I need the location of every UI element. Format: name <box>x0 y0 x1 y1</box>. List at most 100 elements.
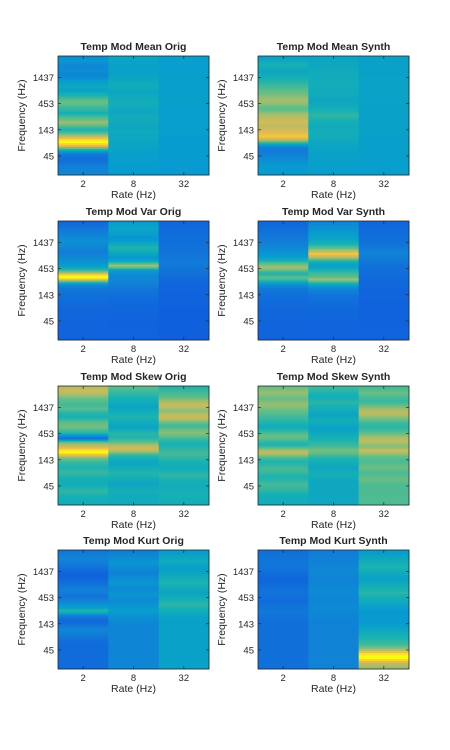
y-tick-label: 1437 <box>233 238 254 249</box>
heatmap-cell <box>108 288 160 291</box>
heatmap-cell <box>308 437 360 440</box>
heatmap-cell <box>358 493 410 496</box>
x-axis-label: Rate (Hz) <box>111 189 156 201</box>
heatmap-cell <box>358 135 410 138</box>
heatmap-cell <box>358 298 410 301</box>
heatmap-cell <box>58 659 109 662</box>
heatmap-cell <box>158 298 210 301</box>
heatmap-cell <box>308 621 360 624</box>
heatmap-cell <box>108 457 160 460</box>
heatmap-cell <box>158 268 210 271</box>
heatmap-cell <box>58 63 109 67</box>
heatmap-cell <box>308 487 360 490</box>
heatmap-cell <box>158 153 210 156</box>
heatmap-cell <box>108 260 160 264</box>
x-tick-label: 8 <box>131 179 136 190</box>
y-tick-label: 45 <box>243 151 254 162</box>
heatmap-cell <box>158 123 210 126</box>
heatmap-cell <box>158 655 210 658</box>
heatmap-cell <box>258 465 309 468</box>
heatmap-cell <box>358 258 410 262</box>
heatmap-cell <box>158 559 210 563</box>
heatmap-cell <box>258 453 309 456</box>
heatmap-cell <box>308 294 360 297</box>
heatmap-cell <box>308 306 360 309</box>
heatmap-cell <box>108 308 160 311</box>
heatmap-cell <box>358 567 410 571</box>
heatmap-cell <box>158 276 210 279</box>
heatmap-cell <box>308 61 360 65</box>
heatmap-cell <box>308 449 360 452</box>
heatmap-cell <box>108 575 160 579</box>
heatmap-cell <box>308 441 360 444</box>
heatmap-cell <box>158 409 210 413</box>
heatmap-cell <box>108 149 160 152</box>
heatmap-cell <box>358 625 410 628</box>
heatmap-panel: Temp Mod Mean Synth 2 8 32 1437 453 143 45 Rate … <box>216 41 410 201</box>
heatmap-cell <box>108 252 160 256</box>
heatmap-cell <box>108 87 160 91</box>
heatmap-cell <box>358 451 410 454</box>
heatmap-cell <box>258 83 309 87</box>
heatmap-cell <box>58 282 109 285</box>
y-axis-label: Frequency (Hz) <box>16 409 28 481</box>
heatmap-cell <box>58 555 109 559</box>
heatmap-cell <box>308 163 360 166</box>
heatmap-cell <box>308 292 360 295</box>
y-tick-label: 453 <box>238 593 254 604</box>
heatmap-cell <box>158 296 210 299</box>
heatmap-cell <box>258 589 309 593</box>
heatmap-cell <box>308 411 360 415</box>
heatmap-cell <box>258 441 309 444</box>
heatmap-cell <box>158 441 210 444</box>
heatmap-cell <box>358 328 410 331</box>
heatmap-cell <box>308 399 360 403</box>
heatmap-cell <box>158 595 210 598</box>
heatmap-cell <box>358 236 410 240</box>
heatmap-cell <box>258 226 309 230</box>
heatmap-cell <box>58 413 109 417</box>
x-tick-label: 8 <box>131 344 136 355</box>
panel-title: Temp Mod Var Synth <box>282 206 385 218</box>
heatmap-cell <box>258 274 309 277</box>
heatmap-cell <box>108 553 160 557</box>
heatmap-cell <box>258 431 309 434</box>
heatmap-cell <box>308 577 360 581</box>
heatmap-cell <box>308 663 360 666</box>
heatmap-cell <box>108 431 160 434</box>
heatmap-cell <box>308 453 360 456</box>
heatmap-cell <box>258 657 309 660</box>
heatmap-cell <box>258 234 309 238</box>
heatmap-cell <box>158 274 210 277</box>
heatmap-cell <box>308 298 360 301</box>
heatmap-cell <box>108 439 160 442</box>
heatmap-cell <box>308 619 360 622</box>
heatmap-cell <box>258 495 309 498</box>
heatmap-cell <box>358 67 410 71</box>
heatmap-cell <box>58 252 109 256</box>
heatmap-cell <box>358 284 410 287</box>
heatmap-cell <box>308 161 360 164</box>
heatmap-cell <box>108 579 160 583</box>
heatmap-cell <box>108 591 160 595</box>
x-axis-label: Rate (Hz) <box>111 519 156 531</box>
heatmap-cell <box>308 499 360 502</box>
heatmap-cell <box>358 326 410 329</box>
heatmap-cell <box>158 330 210 333</box>
heatmap-cell <box>308 605 360 608</box>
heatmap-cell <box>358 601 410 604</box>
heatmap-cell <box>58 300 109 303</box>
heatmap-cell <box>258 280 309 283</box>
heatmap-cell <box>358 623 410 626</box>
heatmap-cell <box>108 167 160 170</box>
heatmap-cell <box>108 302 160 305</box>
heatmap-cell <box>58 663 109 666</box>
heatmap-cell <box>58 429 109 433</box>
heatmap-cell <box>158 65 210 69</box>
heatmap-cell <box>358 577 410 581</box>
heatmap-cell <box>108 282 160 285</box>
heatmap-cell <box>158 573 210 577</box>
heatmap-cell <box>108 300 160 303</box>
heatmap-cell <box>258 433 309 436</box>
heatmap-cell <box>308 405 360 409</box>
